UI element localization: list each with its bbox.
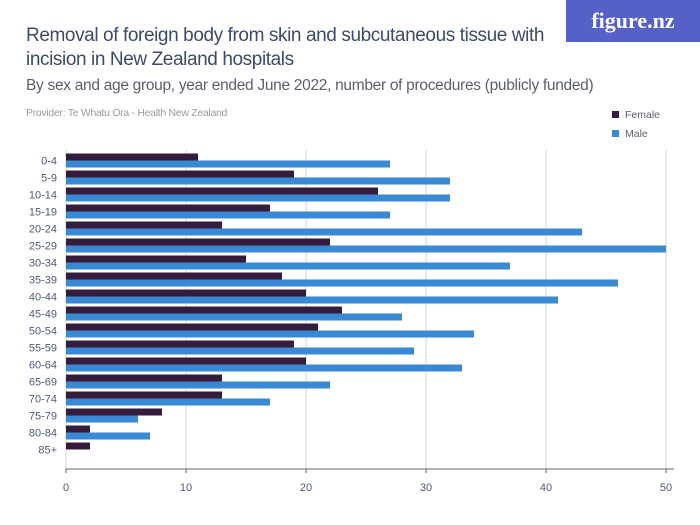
bar-female [66, 153, 198, 161]
bar-male [66, 211, 390, 219]
bar-female [66, 408, 162, 416]
bar-female [66, 374, 222, 382]
provider-text: Provider: Te Whatu Ora - Health New Zeal… [26, 107, 228, 119]
y-tick-label: 15-19 [29, 207, 57, 219]
y-tick-label: 35-39 [29, 275, 57, 287]
legend: Female Male [612, 105, 660, 143]
y-tick-label: 50-54 [29, 326, 57, 338]
bar-female [66, 391, 222, 399]
y-tick-label: 25-29 [29, 241, 57, 253]
figure-nz-logo[interactable]: figure.nz [566, 0, 700, 42]
y-tick-label: 80-84 [29, 428, 57, 440]
bar-male [66, 177, 450, 185]
x-tick-label: 30 [420, 482, 432, 494]
bar-female [66, 442, 90, 450]
bar-female [66, 306, 342, 314]
chart-title: Removal of foreign body from skin and su… [26, 25, 545, 70]
bar-female [66, 323, 318, 331]
bar-male [66, 381, 330, 389]
chart-subtitle: By sex and age group, year ended June 20… [26, 77, 594, 94]
y-tick-label: 30-34 [29, 258, 57, 270]
bar-female [66, 238, 330, 246]
bar-male [66, 228, 582, 236]
y-tick-label: 0-4 [41, 156, 57, 168]
bar-female [66, 272, 282, 280]
bar-female [66, 221, 222, 229]
x-tick-label: 40 [540, 482, 552, 494]
y-tick-label: 20-24 [29, 224, 57, 236]
x-tick-label: 50 [660, 482, 672, 494]
bar-female [66, 170, 294, 178]
bar-male [66, 347, 414, 355]
bar-male [66, 194, 450, 202]
bar-female [66, 204, 270, 212]
bar-male [66, 262, 510, 270]
y-tick-label: 60-64 [29, 360, 57, 372]
x-tick-label: 10 [180, 482, 192, 494]
y-tick-label: 85+ [38, 445, 57, 457]
legend-label-male: Male [625, 127, 648, 140]
y-tick-label: 45-49 [29, 309, 57, 321]
y-tick-label: 65-69 [29, 377, 57, 389]
bar-male [66, 432, 150, 440]
y-tick-label: 70-74 [29, 394, 57, 406]
bar-male [66, 415, 138, 423]
bar-female [66, 357, 306, 365]
bar-female [66, 255, 246, 263]
bar-male [66, 160, 390, 168]
y-tick-label: 10-14 [29, 190, 57, 202]
bar-male [66, 245, 666, 253]
bar-male [66, 313, 402, 321]
bar-female [66, 425, 90, 433]
y-tick-label: 5-9 [41, 173, 57, 185]
bar-male [66, 330, 474, 338]
bar-male [66, 364, 462, 372]
bar-male [66, 398, 270, 406]
bar-female [66, 340, 294, 348]
y-tick-label: 40-44 [29, 292, 57, 304]
legend-label-female: Female [625, 108, 661, 121]
legend-swatch-female [612, 111, 619, 118]
bar-female [66, 289, 306, 297]
bar-male [66, 296, 558, 304]
legend-swatch-male [612, 130, 619, 137]
y-tick-label: 75-79 [29, 411, 57, 423]
bar-male [66, 279, 618, 287]
x-tick-label: 0 [63, 482, 69, 494]
legend-item-female: Female [612, 105, 660, 124]
bar-female [66, 187, 378, 195]
x-tick-label: 20 [300, 482, 312, 494]
y-tick-label: 55-59 [29, 343, 57, 355]
legend-item-male: Male [612, 124, 660, 143]
